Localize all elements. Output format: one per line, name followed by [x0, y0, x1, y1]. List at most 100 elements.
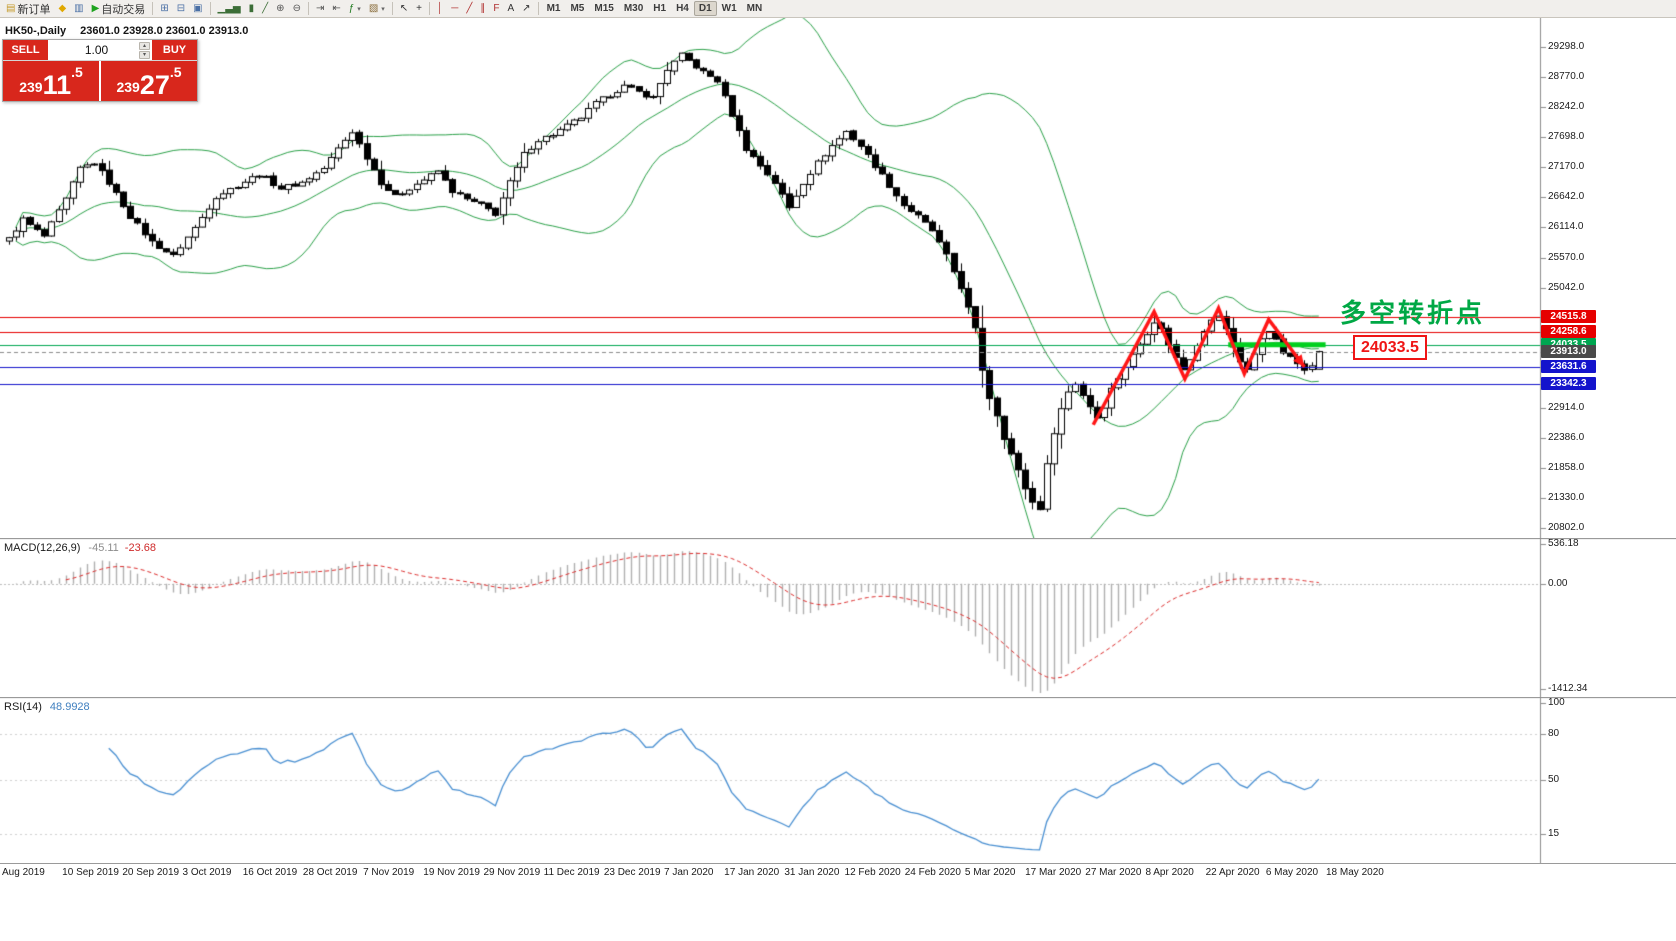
trendline-icon: ╱ [466, 2, 473, 14]
time-axis-label: 6 May 2020 [1265, 867, 1319, 878]
time-axis-label: 31 Jan 2020 [784, 867, 840, 878]
market-watch-button[interactable]: ▥ [70, 1, 87, 17]
candlestick-chart-button[interactable]: ▮ [245, 1, 259, 17]
cursor-button[interactable]: ↖ [396, 1, 412, 17]
arrange-icons-icon: ▣ [193, 2, 203, 14]
time-axis-label: 7 Nov 2019 [363, 867, 415, 878]
timeframe-w1-button[interactable]: W1 [721, 3, 737, 14]
price-axis[interactable] [1540, 18, 1676, 863]
chart-info-line: HK50-,Daily 23601.0 23928.0 23601.0 2391… [5, 25, 248, 37]
time-axis-label: 10 Sep 2019 [62, 867, 119, 878]
volume-value: 1.00 [84, 43, 109, 57]
arrows-button[interactable]: ↗ [518, 1, 534, 17]
volume-stepper[interactable]: 1.00 ▴ ▾ [48, 40, 152, 60]
time-axis-label: 28 Oct 2019 [302, 867, 358, 878]
time-axis-label: 3 Oct 2019 [182, 867, 232, 878]
macd-indicator-canvas[interactable] [0, 538, 1676, 697]
macd-main-value: -45.11 [88, 542, 119, 554]
timeframe-h4-button[interactable]: H4 [676, 3, 689, 14]
time-axis[interactable]: Aug 2019 10 Sep 2019 20 Sep 2019 3 Oct 2019… [0, 863, 1676, 883]
timeframe-m30-button[interactable]: M30 [623, 3, 644, 14]
time-axis-label: 22 Apr 2020 [1205, 867, 1260, 878]
time-axis-label: 8 Apr 2020 [1145, 867, 1194, 878]
crosshair-button[interactable]: + [412, 1, 426, 17]
fibonacci-button[interactable]: F [489, 1, 503, 17]
templates-dropdown-icon[interactable]: ▾ [381, 5, 385, 13]
indicators-dropdown-icon[interactable]: ▾ [357, 5, 361, 13]
time-axis-label: 16 Oct 2019 [242, 867, 298, 878]
horizontal-line-button[interactable]: ─ [447, 1, 462, 17]
new-order-button[interactable]: ▤ 新订单 [2, 1, 54, 17]
one-click-price-row: 239 11.5 239 27.5 [3, 61, 197, 101]
tile-windows-button[interactable]: ⊞ [156, 1, 172, 17]
arrange-icons-button[interactable]: ▣ [189, 1, 206, 17]
volume-spin-buttons[interactable]: ▴ ▾ [139, 41, 150, 59]
sell-button[interactable]: SELL [3, 40, 48, 60]
timeframe-h1-button[interactable]: H1 [653, 3, 667, 14]
arrows-icon: ↗ [522, 2, 531, 14]
timeframe-m1-button[interactable]: M1 [546, 3, 561, 14]
cascade-windows-button[interactable]: ⊟ [173, 1, 189, 17]
volume-up-icon[interactable]: ▴ [139, 41, 150, 50]
toolbar-separator [307, 2, 309, 15]
chart-shift-button[interactable]: ⇤ [328, 1, 344, 17]
rsi-value: 48.9928 [49, 701, 90, 713]
macd-label: MACD(12,26,9) -45.11 -23.68 [4, 542, 156, 554]
text-label-button[interactable]: A [504, 1, 519, 17]
new-order-icon: ▤ [6, 2, 16, 14]
price-level-annotation: 24033.5 [1353, 335, 1427, 360]
market-watch-icon: ▥ [74, 2, 84, 14]
zoom-out-button[interactable]: ⊖ [289, 1, 305, 17]
equidistant-channel-button[interactable]: ∥ [476, 1, 489, 17]
auto-scroll-button[interactable]: ⇥ [312, 1, 328, 17]
time-axis-label: 17 Mar 2020 [1025, 867, 1082, 878]
buy-price-frac: .5 [169, 64, 182, 80]
indicators-button[interactable]: ƒ ▾ [345, 1, 365, 17]
time-axis-label: 20 Sep 2019 [122, 867, 180, 878]
timeframe-m15-button[interactable]: M15 [594, 3, 614, 14]
trendline-button[interactable]: ╱ [462, 1, 476, 17]
price-chart-canvas[interactable] [0, 18, 1676, 538]
timeframe-d1-button[interactable]: D1 [693, 1, 717, 16]
time-axis-label: 29 Nov 2019 [483, 867, 541, 878]
cursor-icon: ↖ [399, 2, 409, 14]
one-click-header-row: SELL 1.00 ▴ ▾ BUY [3, 40, 197, 61]
time-axis-label: 24 Feb 2020 [904, 867, 961, 878]
text-label-icon: A [507, 2, 515, 14]
rsi-indicator-canvas[interactable] [0, 697, 1676, 863]
alerts-button[interactable]: ◆ [54, 1, 70, 17]
vertical-line-button[interactable]: │ [433, 1, 447, 17]
equidistant-channel-icon: ∥ [480, 2, 486, 14]
timeframe-mn-button[interactable]: MN [746, 3, 763, 14]
time-axis-label: 17 Jan 2020 [724, 867, 780, 878]
chart-shift-icon: ⇤ [332, 2, 341, 14]
bar-chart-button[interactable]: ▁▃▅ [214, 1, 245, 17]
toolbar-separator [391, 2, 393, 15]
sell-price-button[interactable]: 239 11.5 [3, 61, 99, 101]
zoom-in-button[interactable]: ⊕ [272, 1, 288, 17]
zoom-out-icon: ⊖ [292, 2, 301, 14]
top-toolbar: ▤ 新订单 ◆ ▥ ▶ 自动交易 ⊞ ⊟ ▣ ▁▃▅ ▮ ╱ ⊕ ⊖ ⇥ ⇤ ƒ ▾ ▧ ▾ ↖ + │ ─ ╱ ∥ F A ↗ M1 M5… [0, 0, 1676, 18]
one-click-trading-panel: SELL 1.00 ▴ ▾ BUY 239 11.5 239 27.5 [2, 39, 198, 102]
toolbar-separator [209, 2, 211, 15]
line-chart-button[interactable]: ╱ [258, 1, 272, 17]
auto-scroll-icon: ⇥ [315, 2, 325, 14]
crosshair-icon: + [416, 2, 423, 14]
line-chart-icon: ╱ [262, 2, 269, 14]
vertical-line-icon: │ [437, 2, 444, 14]
sell-price-prefix: 239 [19, 79, 43, 95]
horizontal-line-icon: ─ [451, 2, 459, 14]
alerts-icon: ◆ [58, 2, 67, 14]
bar-chart-icon: ▁▃▅ [217, 2, 241, 14]
buy-button[interactable]: BUY [152, 40, 197, 60]
autotrading-button[interactable]: ▶ 自动交易 [88, 1, 150, 17]
timeframe-m5-button[interactable]: M5 [570, 3, 585, 14]
toolbar-separator [152, 2, 154, 15]
autotrading-icon: ▶ [91, 2, 100, 14]
buy-price-button[interactable]: 239 27.5 [101, 61, 197, 101]
toolbar-separator [429, 2, 431, 15]
tile-windows-icon: ⊞ [160, 2, 169, 14]
time-axis-label: 27 Mar 2020 [1085, 867, 1142, 878]
volume-down-icon[interactable]: ▾ [139, 50, 150, 59]
templates-button[interactable]: ▧ ▾ [365, 1, 389, 17]
